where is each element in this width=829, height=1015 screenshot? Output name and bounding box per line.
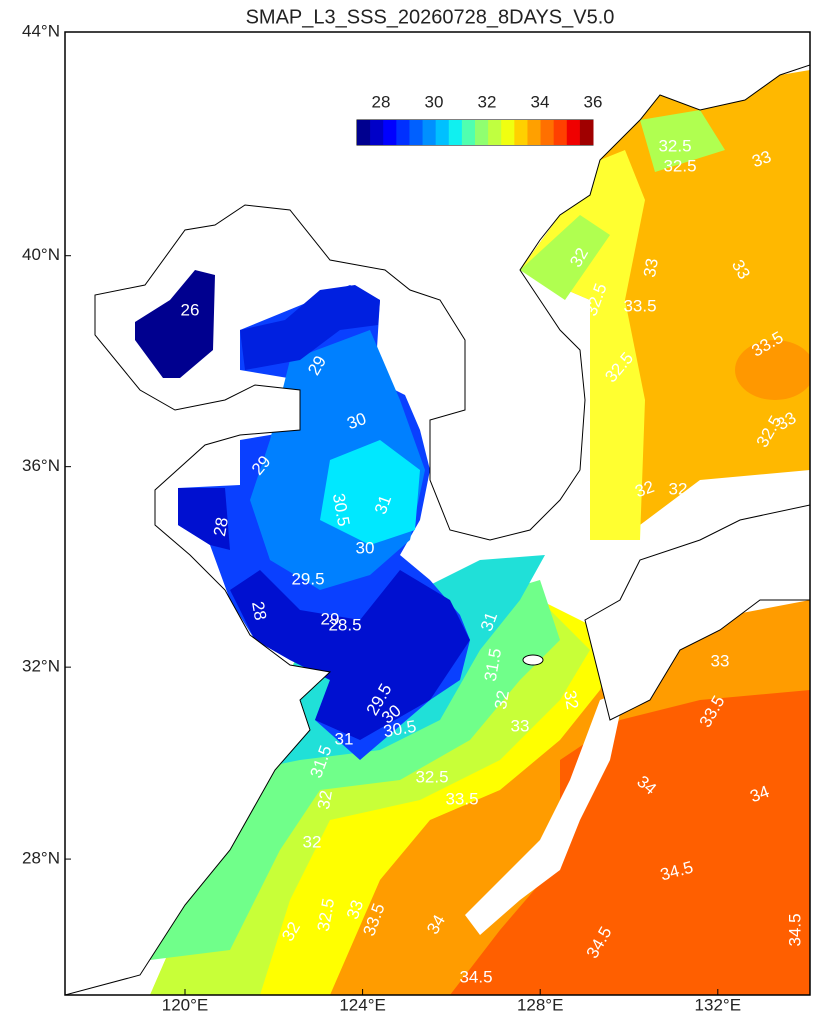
colorbar-swatch bbox=[370, 120, 384, 145]
lat-tick-label: 28°N bbox=[22, 849, 60, 868]
contour-label: 29.5 bbox=[291, 569, 324, 588]
colorbar-swatch bbox=[514, 120, 528, 145]
contour-label: 32.5 bbox=[658, 136, 691, 155]
contour-label: 31 bbox=[335, 729, 354, 748]
colorbar-swatch bbox=[566, 120, 581, 145]
lon-tick-label: 120°E bbox=[162, 995, 209, 1014]
contour-label: 32.5 bbox=[415, 767, 448, 786]
contour-label: 34.5 bbox=[459, 967, 492, 986]
contour-label: 33.5 bbox=[445, 789, 478, 808]
colorbar-tick-label: 28 bbox=[372, 92, 391, 111]
contour-label: 32 bbox=[669, 479, 688, 498]
map-frame bbox=[64, 31, 811, 996]
colorbar-tick-label: 32 bbox=[478, 92, 497, 111]
colorbar-swatch bbox=[501, 120, 515, 145]
colorbar-tick-label: 36 bbox=[584, 92, 603, 111]
lat-tick-label: 44°N bbox=[22, 21, 60, 40]
contour-label: 32 bbox=[560, 689, 582, 711]
lat-tick-label: 36°N bbox=[22, 456, 60, 475]
colorbar-swatch bbox=[475, 120, 489, 145]
colorbar-swatch bbox=[448, 120, 463, 145]
contour-label: 29 bbox=[321, 609, 340, 628]
colorbar-swatch bbox=[357, 120, 371, 145]
lat-tick-label: 40°N bbox=[22, 245, 60, 264]
contour-label: 32.5 bbox=[663, 156, 696, 175]
contour-label: 32 bbox=[491, 689, 513, 711]
salinity-field bbox=[65, 32, 810, 995]
contour-label: 33 bbox=[640, 257, 662, 279]
contour-label: 32 bbox=[303, 832, 322, 851]
colorbar-swatch bbox=[461, 120, 476, 145]
contour-label: 28.5 bbox=[328, 615, 361, 634]
contour-label: 33 bbox=[511, 716, 530, 735]
colorbar-swatch bbox=[383, 120, 397, 145]
colorbar-swatch bbox=[435, 120, 450, 145]
map-title: SMAP_L3_SSS_20260728_8DAYS_V5.0 bbox=[246, 6, 615, 28]
colorbar-swatch bbox=[579, 120, 594, 145]
colorbar-swatch bbox=[540, 120, 555, 145]
colorbar-swatch bbox=[527, 120, 542, 145]
lon-tick-label: 124°E bbox=[339, 995, 386, 1014]
colorbar-tick-label: 30 bbox=[425, 92, 444, 111]
colorbar-swatch bbox=[409, 120, 424, 145]
colorbar-swatch bbox=[422, 120, 437, 145]
contour-label: 34.5 bbox=[785, 913, 804, 946]
colorbar-swatch bbox=[488, 120, 502, 145]
contour-label: 26 bbox=[181, 300, 200, 319]
contour-label: 28 bbox=[210, 516, 232, 538]
contour-label: 33.5 bbox=[623, 296, 656, 315]
colorbar-tick-label: 34 bbox=[531, 92, 550, 111]
contour-label: 28 bbox=[248, 600, 270, 622]
colorbar-swatch bbox=[553, 120, 568, 145]
contour-label: 32 bbox=[314, 789, 336, 811]
lon-tick-label: 128°E bbox=[517, 995, 564, 1014]
lon-tick-label: 132°E bbox=[695, 995, 742, 1014]
contour-label: 30 bbox=[356, 538, 375, 557]
contour-label: 33 bbox=[711, 651, 730, 670]
colorbar-swatch bbox=[396, 120, 410, 145]
lat-tick-label: 32°N bbox=[22, 657, 60, 676]
